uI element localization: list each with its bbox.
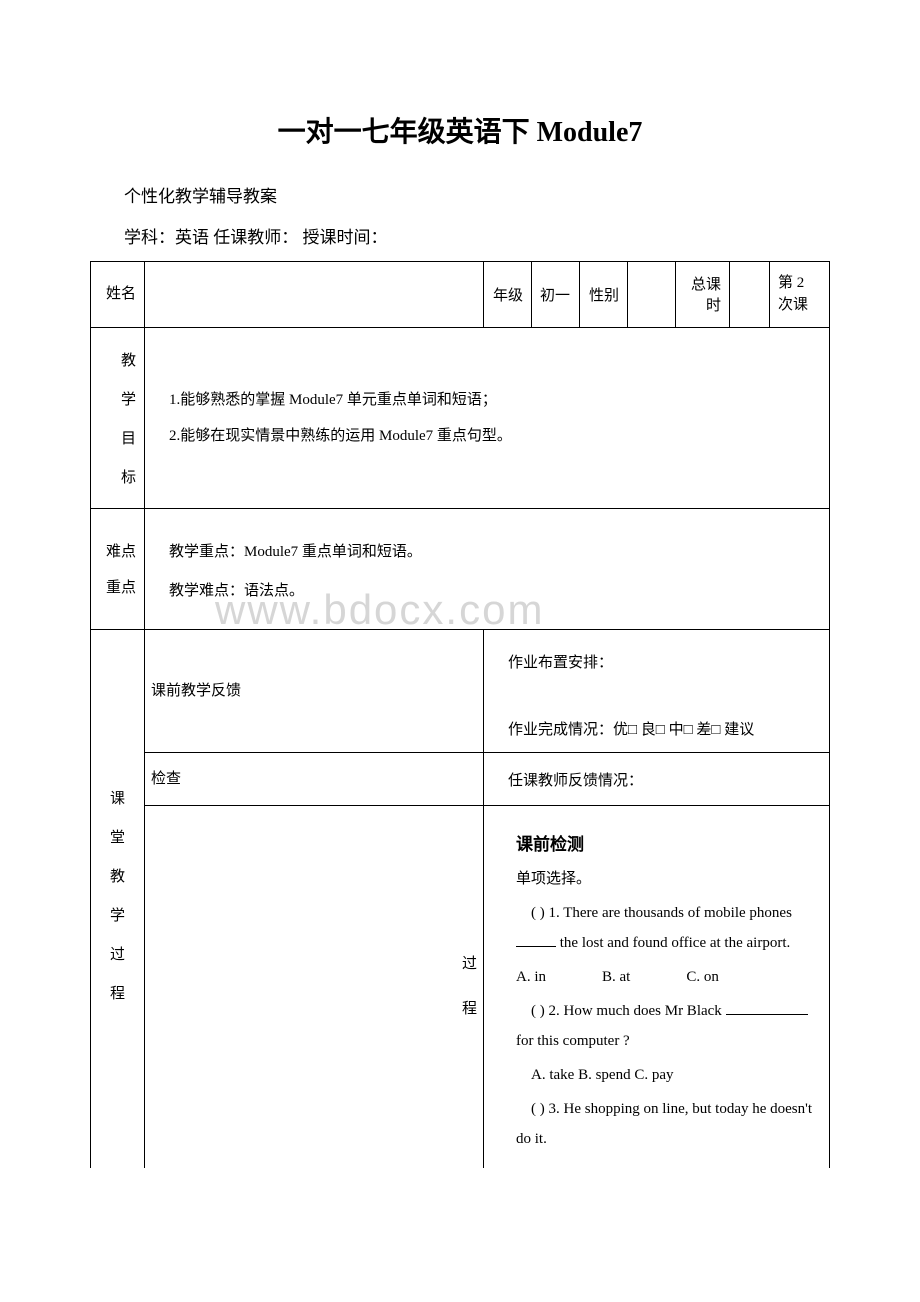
info-row: 姓名 年级 初一 性别 总课时 第 2 次课: [91, 261, 830, 327]
question-2-options: A. take B. spend C. pay: [516, 1060, 819, 1090]
goals-row: 教学目标 1.能够熟悉的掌握 Module7 单元重点单词和短语； 2.能够在现…: [91, 327, 830, 508]
goals-label: 教学目标: [91, 327, 145, 508]
assignment-completion: 作业完成情况：优□ 良□ 中□ 差□ 建议: [508, 711, 819, 750]
pretest-heading: 课前检测: [516, 828, 819, 862]
q1-blank: [516, 934, 556, 948]
difficulty-label: 难点重点: [91, 508, 145, 629]
check-row: 检查 任课教师反馈情况：: [91, 752, 830, 806]
name-label: 姓名: [91, 261, 145, 327]
check-label: 检查: [145, 752, 484, 806]
pre-feedback-content: 作业布置安排： 作业完成情况：优□ 良□ 中□ 差□ 建议: [484, 629, 830, 752]
feedback-row: 课堂教学过程 课前教学反馈 作业布置安排： 作业完成情况：优□ 良□ 中□ 差□…: [91, 629, 830, 752]
lesson-content-cell: 课前检测 单项选择。 ( ) 1. There are thousands of…: [484, 806, 830, 1169]
lesson-row: 过程 课前检测 单项选择。 ( ) 1. There are thousands…: [91, 806, 830, 1169]
q2-part-a: ( ) 2. How much does Mr Black: [531, 1003, 726, 1019]
goals-line-2: 2.能够在现实情景中熟练的运用 Module7 重点句型。: [169, 418, 819, 454]
lesson-plan-table: 姓名 年级 初一 性别 总课时 第 2 次课 教学目标 1.能够熟悉的掌握 Mo…: [90, 261, 830, 1169]
difficulty-row: 难点重点 教学重点：Module7 重点单词和短语。 教学难点：语法点。 www…: [91, 508, 830, 629]
q1-opt-a: A. in: [516, 969, 546, 985]
pretest-subheading: 单项选择。: [516, 864, 819, 894]
page-title: 一对一七年级英语下 Module7: [90, 110, 830, 150]
q1-part-b: the lost and found office at the airport…: [556, 935, 790, 951]
process-sub-label: 过程: [145, 806, 484, 1169]
difficulty-line-1: 教学重点：Module7 重点单词和短语。: [169, 533, 819, 572]
process-main-label: 课堂教学过程: [91, 629, 145, 1168]
assignment-arrangement: 作业布置安排：: [508, 644, 819, 683]
intro-line-2: 学科：英语 任课教师： 授课时间：: [90, 219, 830, 256]
document-page: 一对一七年级英语下 Module7 个性化教学辅导教案 学科：英语 任课教师： …: [0, 0, 920, 1208]
intro-line-1: 个性化教学辅导教案: [90, 178, 830, 215]
name-value: [145, 261, 484, 327]
goals-content: 1.能够熟悉的掌握 Module7 单元重点单词和短语； 2.能够在现实情景中熟…: [145, 327, 830, 508]
question-3: ( ) 3. He shopping on line, but today he…: [516, 1094, 819, 1154]
difficulty-line-2: 教学难点：语法点。: [169, 572, 819, 611]
question-1: ( ) 1. There are thousands of mobile pho…: [516, 898, 819, 958]
q1-part-a: ( ) 1. There are thousands of mobile pho…: [531, 905, 792, 921]
teacher-feedback: 任课教师反馈情况：: [508, 769, 819, 790]
q1-opt-c: C. on: [686, 969, 719, 985]
q2-blank: [726, 1002, 808, 1016]
session-number: 第 2 次课: [770, 261, 830, 327]
goals-line-1: 1.能够熟悉的掌握 Module7 单元重点单词和短语；: [169, 382, 819, 418]
grade-value: 初一: [532, 261, 580, 327]
total-hours-label: 总课时: [676, 261, 730, 327]
grade-label: 年级: [484, 261, 532, 327]
check-content: 任课教师反馈情况：: [484, 752, 830, 806]
q1-opt-b: B. at: [602, 969, 630, 985]
total-hours-value: [730, 261, 770, 327]
pre-feedback-label: 课前教学反馈: [145, 629, 484, 752]
q2-part-b: for this computer ?: [516, 1033, 630, 1049]
difficulty-content: 教学重点：Module7 重点单词和短语。 教学难点：语法点。 www.bdoc…: [145, 508, 830, 629]
gender-label: 性别: [580, 261, 628, 327]
question-1-options: A. in B. at C. on: [516, 962, 819, 992]
gender-value: [628, 261, 676, 327]
question-2: ( ) 2. How much does Mr Black for this c…: [516, 996, 819, 1056]
